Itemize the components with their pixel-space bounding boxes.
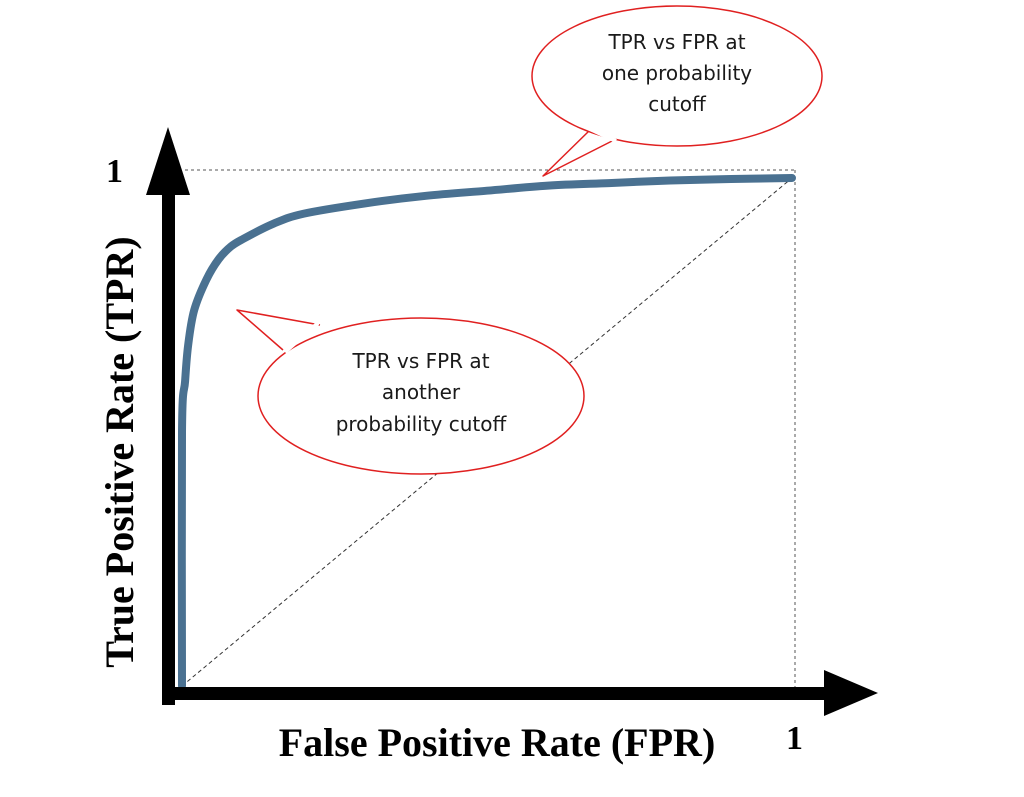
x-axis-title: False Positive Rate (FPR) — [279, 720, 716, 765]
callout-two-ellipse — [257, 317, 585, 475]
x-axis-line — [162, 687, 834, 700]
x-tick-label-1: 1 — [786, 720, 803, 757]
callout-one-ellipse — [531, 5, 823, 147]
callout-two-line-2: another — [382, 380, 461, 404]
callout-one-line-2: one probability — [602, 61, 752, 85]
callout-two-pointer — [236, 309, 321, 351]
y-tick-label-1: 1 — [106, 153, 123, 190]
callout-one-line-3: cutoff — [648, 92, 707, 116]
callout-one-cutoff: TPR vs FPR at one probability cutoff — [531, 5, 823, 177]
callout-two-line-1: TPR vs FPR at — [351, 349, 489, 373]
y-axis-line — [162, 195, 175, 705]
x-axis-arrowhead — [824, 670, 878, 716]
y-axis-arrowhead — [146, 127, 190, 195]
callout-one-bubble — [542, 129, 615, 177]
roc-curve-line — [177, 174, 796, 690]
callout-one-line-1: TPR vs FPR at — [607, 30, 745, 54]
callout-another-cutoff: TPR vs FPR at another probability cutoff — [236, 309, 585, 475]
random-classifier-reference-line — [181, 177, 793, 687]
callout-two-line-3: probability cutoff — [336, 412, 508, 436]
y-axis-title: True Positive Rate (TPR) — [97, 236, 142, 667]
